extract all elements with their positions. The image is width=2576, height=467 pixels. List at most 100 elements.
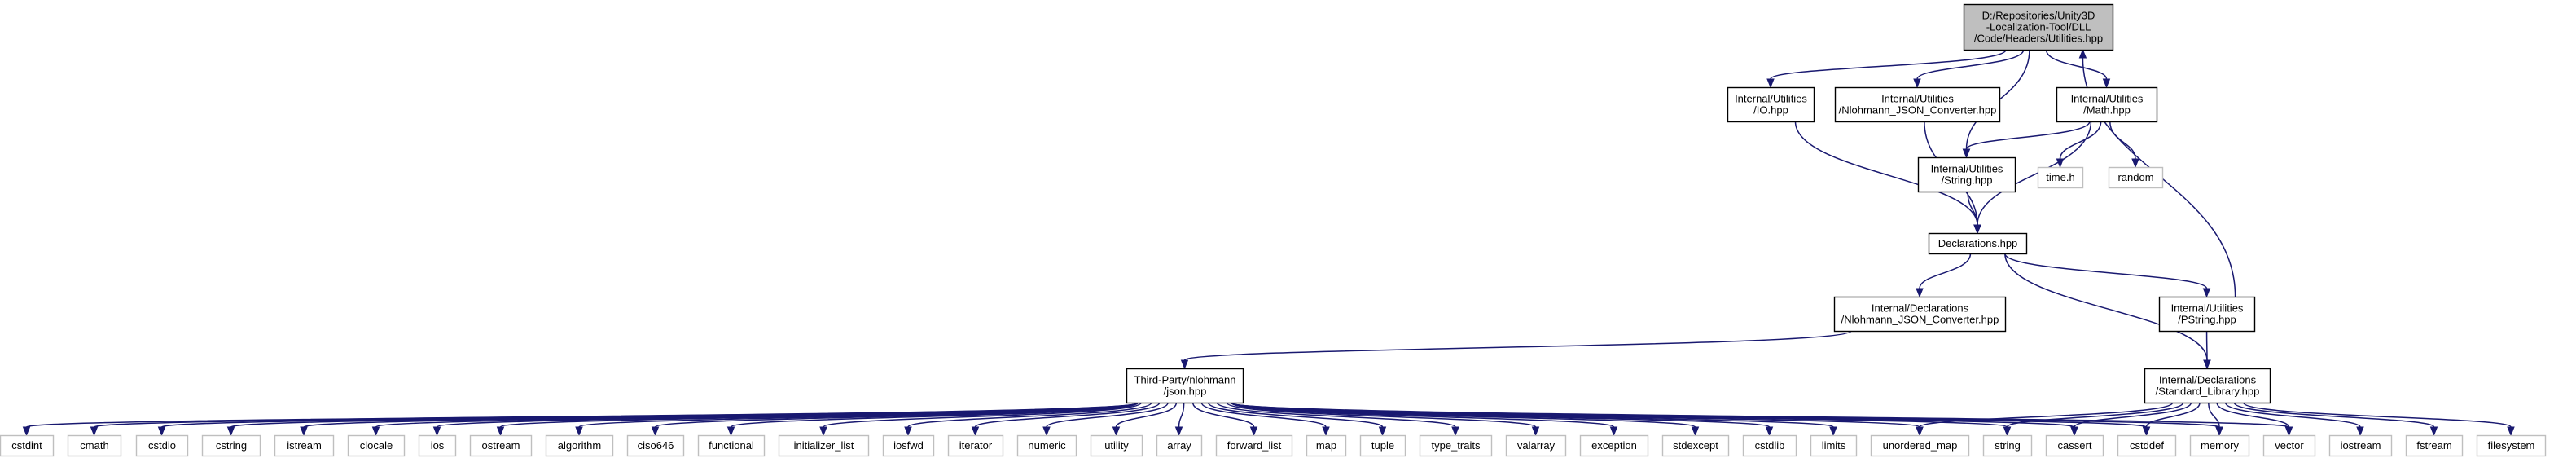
node-box — [1810, 434, 1858, 457]
edge-arrowhead — [1916, 288, 1924, 298]
edge-declarations-to-stdlib — [2004, 253, 2208, 361]
node-vector[interactable]: vector — [2262, 434, 2316, 457]
node-box — [1833, 296, 2007, 333]
node-string_hpp[interactable]: Internal/Utilities/String.hpp — [1917, 156, 2016, 193]
node-numeric[interactable]: numeric — [1016, 434, 1077, 457]
node-time_h[interactable]: time.h — [2037, 166, 2084, 189]
node-cstring[interactable]: cstring — [201, 434, 261, 457]
node-label: fstream — [2416, 439, 2451, 452]
node-label: cassert — [2058, 439, 2092, 452]
node-stdlib[interactable]: Internal/Declarations/Standard_Library.h… — [2144, 368, 2271, 404]
node-unordered_map[interactable]: unordered_map — [1870, 434, 1970, 457]
node-type_traits[interactable]: type_traits — [1419, 434, 1493, 457]
node-box — [1126, 368, 1244, 404]
node-box — [347, 434, 406, 457]
node-nlohmann_conv_util[interactable]: Internal/Utilities/Nlohmann_JSON_Convert… — [1834, 86, 2001, 123]
edge-arrowhead — [2203, 359, 2211, 370]
edge-json-to-array — [1178, 402, 1185, 428]
node-forward_list[interactable]: forward_list — [1215, 434, 1293, 457]
node-algorithm[interactable]: algorithm — [545, 434, 614, 457]
edge-math-to-string_hpp — [1965, 121, 2091, 150]
node-limits[interactable]: limits — [1810, 434, 1858, 457]
node-label: cstdio — [148, 439, 176, 452]
node-iterator[interactable]: iterator — [947, 434, 1004, 457]
node-initializer_list[interactable]: initializer_list — [778, 434, 870, 457]
edge-arrowhead — [2142, 426, 2151, 437]
edge-arrowhead — [1766, 78, 1775, 89]
edge-arrowhead — [1916, 426, 1924, 437]
edge-declarations-to-pstring — [2004, 253, 2208, 289]
node-box — [469, 434, 533, 457]
node-label: numeric — [1028, 439, 1066, 452]
node-box — [1727, 86, 1815, 123]
node-label: /Math.hpp — [2083, 104, 2131, 117]
edge-stdlib-to-string — [2006, 402, 2184, 428]
node-memory[interactable]: memory — [2189, 434, 2250, 457]
node-box — [2476, 434, 2547, 457]
node-cassert[interactable]: cassert — [2045, 434, 2104, 457]
node-json[interactable]: Third-Party/nlohmann/json.hpp — [1126, 368, 1244, 404]
node-math[interactable]: Internal/Utilities/Math.hpp — [2056, 86, 2158, 123]
node-box — [1963, 3, 2114, 51]
node-filesystem[interactable]: filesystem — [2476, 434, 2547, 457]
edge-arrowhead — [1609, 426, 1618, 437]
node-istream[interactable]: istream — [274, 434, 335, 457]
node-ios[interactable]: ios — [418, 434, 457, 457]
node-exception[interactable]: exception — [1579, 434, 1649, 457]
node-iostream[interactable]: iostream — [2328, 434, 2393, 457]
node-label: map — [1316, 439, 1336, 452]
node-label: iostream — [2341, 439, 2381, 452]
node-string[interactable]: string — [1982, 434, 2033, 457]
node-label: string — [1995, 439, 2021, 452]
node-functional[interactable]: functional — [697, 434, 766, 457]
edge-arrowhead — [90, 426, 99, 437]
edge-stdlib-to-filesystem — [2243, 402, 2512, 428]
edge-nlohmann_conv_decl-to-json — [1183, 330, 1852, 361]
edge-arrowhead — [1249, 426, 1258, 437]
edge-math-to-time_h — [2059, 121, 2102, 160]
node-pstring[interactable]: Internal/Utilities/PString.hpp — [2158, 296, 2256, 333]
node-ciso646[interactable]: ciso646 — [626, 434, 685, 457]
node-cmath[interactable]: cmath — [67, 434, 122, 457]
node-box — [1917, 156, 2016, 193]
node-box — [2037, 166, 2084, 189]
edge-arrowhead — [1962, 148, 1971, 159]
node-clocale[interactable]: clocale — [347, 434, 406, 457]
node-box — [2405, 434, 2464, 457]
node-array[interactable]: array — [1156, 434, 1203, 457]
edge-arrowhead — [1174, 426, 1183, 437]
node-box — [201, 434, 261, 457]
node-label: ostream — [482, 439, 520, 452]
node-utility[interactable]: utility — [1090, 434, 1143, 457]
node-fstream[interactable]: fstream — [2405, 434, 2464, 457]
node-iosfwd[interactable]: iosfwd — [882, 434, 935, 457]
node-cstdlib[interactable]: cstdlib — [1742, 434, 1797, 457]
nodes-layer: D:/Repositories/Unity3D-Localization-Too… — [0, 3, 2547, 457]
node-valarray[interactable]: valarray — [1505, 434, 1567, 457]
node-box — [545, 434, 614, 457]
node-cstdint[interactable]: cstdint — [0, 434, 55, 457]
node-stdexcept[interactable]: stdexcept — [1661, 434, 1730, 457]
edge-stdlib-to-unordered_map — [1919, 402, 2174, 428]
node-declarations[interactable]: Declarations.hpp — [1928, 232, 2028, 255]
node-label: cstdint — [11, 439, 42, 452]
node-map[interactable]: map — [1306, 434, 1347, 457]
node-cstddef[interactable]: cstddef — [2117, 434, 2177, 457]
node-random[interactable]: random — [2108, 166, 2164, 189]
node-io[interactable]: Internal/Utilities/IO.hpp — [1727, 86, 1815, 123]
node-cstdio[interactable]: cstdio — [135, 434, 189, 457]
node-label: algorithm — [558, 439, 601, 452]
node-nlohmann_conv_decl[interactable]: Internal/Declarations/Nlohmann_JSON_Conv… — [1833, 296, 2007, 333]
edge-arrowhead — [2056, 158, 2065, 169]
node-label: /Code/Headers/Utilities.hpp — [1974, 33, 2103, 45]
node-box — [2144, 368, 2271, 404]
edge-json-to-valarray — [1226, 402, 1537, 428]
node-box — [1928, 232, 2028, 255]
node-tuple[interactable]: tuple — [1359, 434, 1406, 457]
edge-arrowhead — [22, 426, 31, 437]
edge-arrowhead — [432, 426, 441, 437]
edge-string_hpp-to-declarations — [1967, 191, 1978, 226]
node-ostream[interactable]: ostream — [469, 434, 533, 457]
node-utilities[interactable]: D:/Repositories/Unity3D-Localization-Too… — [1963, 3, 2114, 51]
node-label: initializer_list — [794, 439, 854, 452]
